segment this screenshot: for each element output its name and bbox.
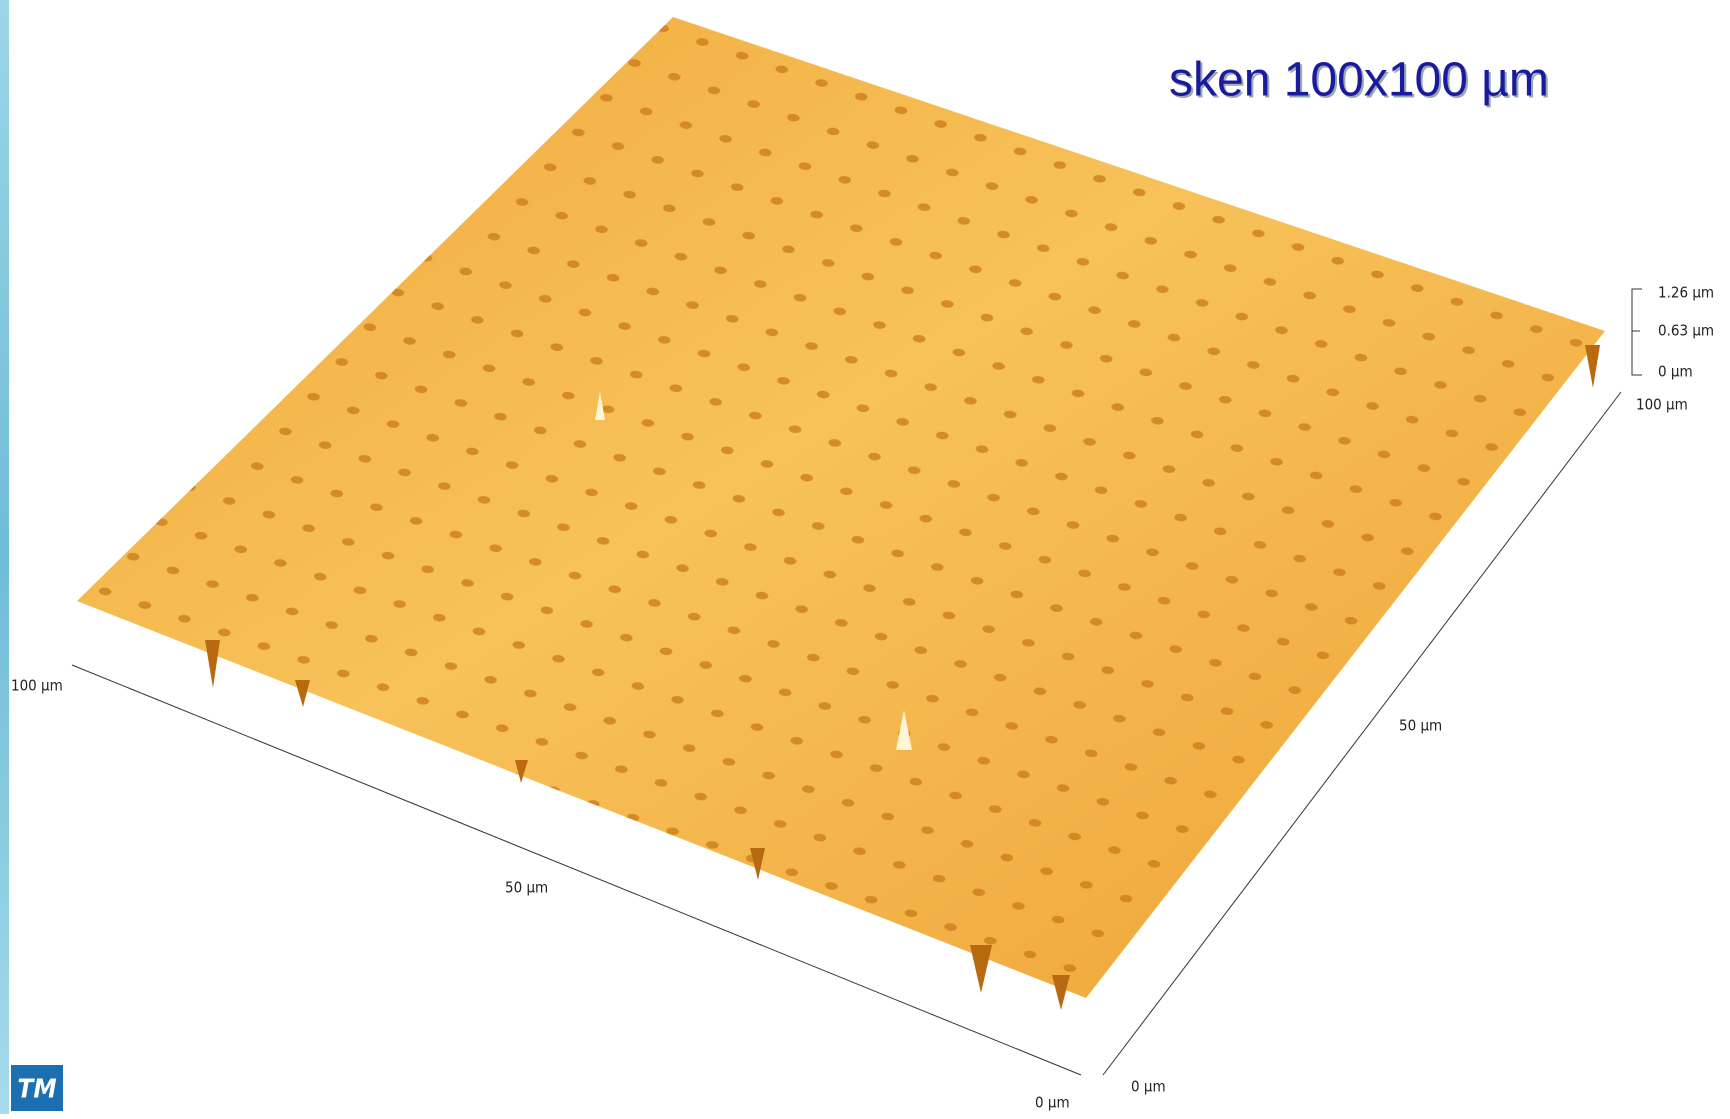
x-axis-label: 50 µm (505, 879, 548, 897)
x-axis-label: 0 µm (1035, 1094, 1070, 1112)
logo-text: TM (17, 1075, 56, 1105)
page: {"title": "sken 100x100 µm", "x_axis": {… (0, 0, 1730, 1114)
y-axis-label: 100 µm (1636, 396, 1688, 414)
slide: 100 µm 50 µm 0 µm 0 µm 50 µm 100 µm 1.26… (0, 0, 1730, 1114)
title: sken 100x100 µm (1169, 54, 1549, 107)
surface-pits (77, 17, 1605, 998)
y-axis-label: 0 µm (1131, 1078, 1166, 1096)
side-strip (0, 0, 9, 1114)
x-axis-label: 100 µm (11, 677, 63, 695)
y-axis-label: 50 µm (1399, 717, 1442, 735)
z-axis-label: 1.26 µm (1658, 284, 1714, 302)
z-axis-label: 0 µm (1658, 363, 1693, 381)
z-axis-label: 0.63 µm (1658, 322, 1714, 340)
